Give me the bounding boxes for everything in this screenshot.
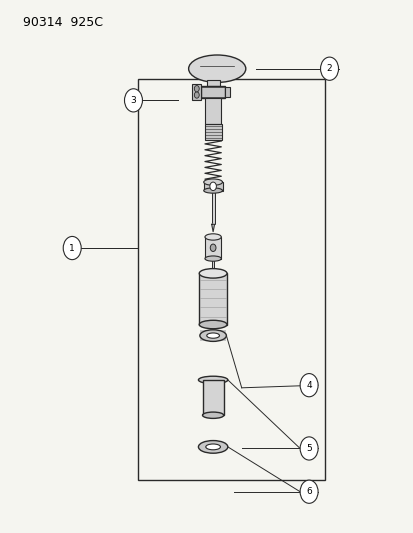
- Ellipse shape: [188, 55, 245, 83]
- Circle shape: [299, 480, 317, 503]
- Bar: [137, 79, 325, 480]
- Polygon shape: [211, 224, 214, 232]
- Circle shape: [194, 92, 199, 98]
- Bar: [224, 86, 229, 97]
- Ellipse shape: [204, 234, 221, 240]
- Bar: [211, 191, 214, 224]
- Ellipse shape: [203, 188, 222, 193]
- Text: 5: 5: [306, 444, 311, 453]
- Circle shape: [320, 57, 338, 80]
- Bar: [199, 330, 226, 341]
- Ellipse shape: [199, 269, 226, 278]
- Bar: [205, 98, 221, 124]
- Bar: [199, 273, 226, 325]
- Ellipse shape: [203, 179, 222, 185]
- Text: 4: 4: [306, 381, 311, 390]
- Circle shape: [299, 374, 317, 397]
- Ellipse shape: [202, 412, 223, 418]
- Bar: [211, 259, 214, 272]
- Bar: [203, 182, 222, 191]
- Bar: [206, 79, 219, 86]
- Circle shape: [124, 89, 142, 112]
- Circle shape: [194, 85, 199, 92]
- Ellipse shape: [206, 333, 219, 338]
- Ellipse shape: [199, 320, 226, 329]
- Bar: [202, 380, 223, 415]
- Bar: [204, 124, 221, 140]
- Ellipse shape: [199, 330, 226, 342]
- Text: 2: 2: [326, 64, 332, 73]
- Text: 6: 6: [306, 487, 311, 496]
- Bar: [201, 86, 224, 98]
- Circle shape: [63, 237, 81, 260]
- Ellipse shape: [198, 441, 227, 453]
- Circle shape: [209, 182, 216, 191]
- Ellipse shape: [204, 256, 221, 261]
- Circle shape: [299, 437, 317, 460]
- Bar: [192, 84, 201, 100]
- Text: 3: 3: [130, 96, 136, 105]
- Bar: [204, 237, 221, 259]
- Ellipse shape: [198, 376, 227, 384]
- Ellipse shape: [205, 444, 220, 450]
- Text: 1: 1: [69, 244, 75, 253]
- Circle shape: [210, 244, 216, 252]
- Text: 90314  925C: 90314 925C: [23, 16, 103, 29]
